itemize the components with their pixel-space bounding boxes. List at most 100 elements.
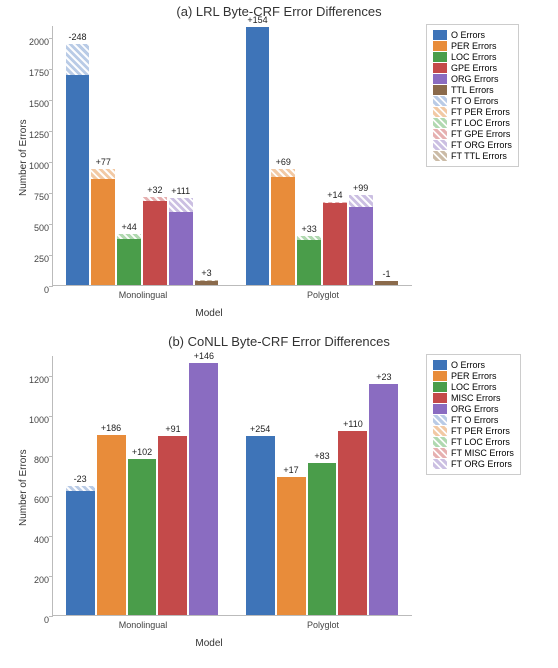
legend-label: FT O Errors bbox=[451, 96, 498, 106]
legend-label: LOC Errors bbox=[451, 382, 497, 392]
bar-solid bbox=[128, 479, 157, 615]
y-axis-label: Number of Errors bbox=[18, 449, 29, 526]
legend-item: O Errors bbox=[433, 360, 514, 370]
bar-annotation: +99 bbox=[353, 183, 368, 193]
bar-solid-cap bbox=[97, 435, 126, 472]
bar-annotation: +44 bbox=[121, 222, 136, 232]
legend-label: ORG Errors bbox=[451, 404, 499, 414]
chart-b-title: (b) CoNLL Byte-CRF Error Differences bbox=[6, 334, 552, 349]
bar-solid bbox=[97, 472, 126, 615]
legend-label: PER Errors bbox=[451, 371, 497, 381]
bar-annotation: +32 bbox=[147, 185, 162, 195]
bar-solid-cap bbox=[338, 431, 367, 453]
bar-solid bbox=[143, 201, 167, 285]
legend-item: GPE Errors bbox=[433, 63, 512, 73]
bar-solid bbox=[91, 179, 115, 285]
x-tick: Polyglot bbox=[307, 620, 339, 630]
legend-item: O Errors bbox=[433, 30, 512, 40]
legend-label: FT PER Errors bbox=[451, 426, 510, 436]
legend-item: ORG Errors bbox=[433, 74, 512, 84]
legend-label: FT O Errors bbox=[451, 415, 498, 425]
legend-label: GPE Errors bbox=[451, 63, 497, 73]
bar-annotation: +91 bbox=[165, 424, 180, 434]
bar-solid bbox=[297, 240, 321, 285]
bar-solid-cap bbox=[246, 436, 275, 487]
figure: (a) LRL Byte-CRF Error Differences 02505… bbox=[0, 0, 558, 668]
legend-label: FT TTL Errors bbox=[451, 151, 507, 161]
chart-b: (b) CoNLL Byte-CRF Error Differences 020… bbox=[6, 334, 552, 654]
legend-item: FT PER Errors bbox=[433, 426, 514, 436]
legend-item: FT LOC Errors bbox=[433, 118, 512, 128]
legend-item: FT ORG Errors bbox=[433, 459, 514, 469]
bar-annotation: +110 bbox=[343, 419, 363, 429]
legend-item: FT O Errors bbox=[433, 415, 514, 425]
bar-solid-cap bbox=[246, 27, 270, 46]
bar-solid-cap bbox=[189, 363, 218, 392]
bar-solid bbox=[375, 281, 399, 285]
bar-solid-cap bbox=[277, 477, 306, 480]
legend-label: FT ORG Errors bbox=[451, 140, 512, 150]
legend-label: O Errors bbox=[451, 30, 485, 40]
bar-solid bbox=[66, 75, 90, 285]
legend-item: FT O Errors bbox=[433, 96, 512, 106]
bar-solid bbox=[271, 177, 295, 285]
legend: O ErrorsPER ErrorsLOC ErrorsGPE ErrorsOR… bbox=[426, 24, 519, 167]
bar-solid bbox=[189, 392, 218, 615]
legend-label: FT ORG Errors bbox=[451, 459, 512, 469]
legend-item: FT PER Errors bbox=[433, 107, 512, 117]
legend-item: FT LOC Errors bbox=[433, 437, 514, 447]
bar-annotation: +102 bbox=[132, 447, 152, 457]
bar-annotation: +3 bbox=[201, 268, 211, 278]
x-tick: Polyglot bbox=[307, 290, 339, 300]
bar-annotation: +154 bbox=[247, 15, 267, 25]
y-axis-label: Number of Errors bbox=[18, 119, 29, 196]
bar-solid-cap bbox=[369, 384, 398, 389]
bar-annotation: +146 bbox=[194, 351, 214, 361]
x-tick: Monolingual bbox=[119, 620, 168, 630]
bar-solid bbox=[338, 453, 367, 615]
plot-area: 025050075010001250150017502000Monolingua… bbox=[52, 26, 412, 286]
bar-annotation: +111 bbox=[171, 186, 190, 196]
legend-item: LOC Errors bbox=[433, 382, 514, 392]
bar-annotation: +77 bbox=[96, 157, 111, 167]
bar-annotation: +33 bbox=[301, 224, 316, 234]
legend-item: ORG Errors bbox=[433, 404, 514, 414]
bar-solid bbox=[66, 491, 95, 615]
legend-label: MISC Errors bbox=[451, 393, 501, 403]
bar-solid bbox=[158, 454, 187, 615]
legend-label: LOC Errors bbox=[451, 52, 497, 62]
bar-solid-cap bbox=[308, 463, 337, 480]
legend-item: FT GPE Errors bbox=[433, 129, 512, 139]
bar-annotation: +23 bbox=[376, 372, 391, 382]
legend-label: FT LOC Errors bbox=[451, 437, 510, 447]
legend-label: PER Errors bbox=[451, 41, 497, 51]
legend-label: FT GPE Errors bbox=[451, 129, 510, 139]
legend: O ErrorsPER ErrorsLOC ErrorsMISC ErrorsO… bbox=[426, 354, 521, 475]
bar-annotation: -23 bbox=[74, 474, 87, 484]
bar-annotation: -248 bbox=[68, 32, 86, 42]
chart-a-title: (a) LRL Byte-CRF Error Differences bbox=[6, 4, 552, 19]
bar-annotation: +69 bbox=[276, 157, 291, 167]
legend-label: O Errors bbox=[451, 360, 485, 370]
bar-solid bbox=[169, 212, 193, 285]
legend-label: ORG Errors bbox=[451, 74, 499, 84]
legend-label: FT PER Errors bbox=[451, 107, 510, 117]
legend-label: FT LOC Errors bbox=[451, 118, 510, 128]
x-axis-label: Model bbox=[6, 308, 412, 319]
bar-annotation: +17 bbox=[283, 465, 298, 475]
bar-solid bbox=[349, 207, 373, 285]
legend-item: FT TTL Errors bbox=[433, 151, 512, 161]
legend-item: LOC Errors bbox=[433, 52, 512, 62]
bar-annotation: -1 bbox=[382, 269, 390, 279]
bar-solid-cap bbox=[158, 436, 187, 454]
bar-solid bbox=[323, 203, 347, 285]
bar-annotation: +186 bbox=[101, 423, 121, 433]
bar-solid bbox=[246, 487, 275, 615]
x-axis-label: Model bbox=[6, 638, 412, 649]
bar-solid bbox=[308, 480, 337, 615]
bar-solid bbox=[277, 480, 306, 615]
chart-a: (a) LRL Byte-CRF Error Differences 02505… bbox=[6, 4, 552, 324]
legend-item: PER Errors bbox=[433, 41, 512, 51]
legend-label: TTL Errors bbox=[451, 85, 494, 95]
legend-item: FT ORG Errors bbox=[433, 140, 512, 150]
